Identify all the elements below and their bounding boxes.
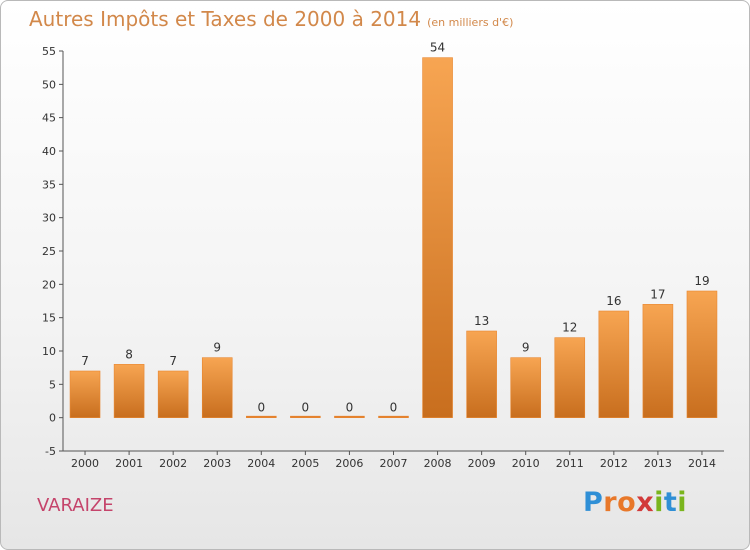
- bar: [246, 415, 277, 418]
- data-label: 12: [562, 321, 577, 335]
- x-tick-label: 2012: [600, 457, 628, 470]
- bar: [422, 57, 453, 418]
- x-tick-label: 2011: [556, 457, 584, 470]
- y-tick-label: 45: [42, 112, 56, 125]
- data-label: 0: [302, 401, 310, 415]
- bar: [157, 370, 189, 418]
- data-label: 0: [346, 401, 354, 415]
- x-tick-label: 2014: [688, 457, 716, 470]
- x-tick-label: 2009: [468, 457, 496, 470]
- x-tick-label: 2005: [291, 457, 319, 470]
- y-tick-label: 55: [42, 45, 56, 58]
- x-tick-label: 2001: [115, 457, 143, 470]
- x-tick-label: 2000: [71, 457, 99, 470]
- data-label: 19: [694, 274, 709, 288]
- data-label: 9: [522, 341, 530, 355]
- bar: [290, 415, 321, 418]
- logo-letter: i: [654, 487, 664, 518]
- data-label: 13: [474, 314, 489, 328]
- x-tick-label: 2008: [424, 457, 452, 470]
- data-label: 17: [650, 287, 665, 301]
- data-label: 8: [125, 347, 133, 361]
- bar: [686, 290, 718, 418]
- bar: [201, 357, 233, 418]
- y-tick-label: 10: [42, 345, 56, 358]
- x-tick-label: 2010: [512, 457, 540, 470]
- bar: [69, 370, 101, 418]
- data-label: 9: [213, 341, 221, 355]
- y-tick-label: 25: [42, 245, 56, 258]
- chart-subtitle: (en milliers d'€): [427, 16, 514, 29]
- logo-letter: i: [677, 487, 688, 518]
- y-tick-label: -5: [45, 445, 56, 458]
- logo-letter: x: [636, 487, 655, 518]
- x-tick-label: 2002: [159, 457, 187, 470]
- y-tick-label: 15: [42, 312, 56, 325]
- y-tick-label: 20: [42, 278, 56, 291]
- bar: [510, 357, 541, 418]
- y-tick-label: 40: [42, 145, 56, 158]
- data-label: 7: [81, 354, 89, 368]
- x-tick-label: 2003: [203, 457, 231, 470]
- bar: [378, 415, 409, 418]
- logo-letter: P: [583, 487, 604, 518]
- bar: [334, 415, 365, 418]
- bar: [554, 337, 586, 418]
- y-tick-label: 35: [42, 178, 56, 191]
- data-label: 16: [606, 294, 621, 308]
- bar: [466, 330, 497, 418]
- location-name: VARAIZE: [37, 495, 114, 516]
- x-tick-label: 2013: [644, 457, 672, 470]
- logo-letter: r: [603, 487, 618, 518]
- logo-letter: o: [617, 487, 637, 518]
- y-tick-label: 30: [42, 212, 56, 225]
- chart-title-text: Autres Impôts et Taxes de 2000 à 2014: [29, 7, 422, 31]
- bar: [598, 310, 630, 418]
- x-tick-label: 2006: [335, 457, 363, 470]
- x-tick-label: 2004: [247, 457, 275, 470]
- data-label: 7: [169, 354, 177, 368]
- data-label: 0: [257, 401, 265, 415]
- logo-letter: t: [663, 487, 678, 518]
- y-tick-label: 5: [49, 378, 56, 391]
- x-tick-label: 2007: [380, 457, 408, 470]
- y-tick-label: 50: [42, 78, 56, 91]
- y-tick-label: 0: [49, 412, 56, 425]
- chart-title: Autres Impôts et Taxes de 2000 à 2014 (en…: [29, 7, 513, 31]
- proxiti-logo: Proxiti: [583, 487, 687, 518]
- data-label: 0: [390, 401, 398, 415]
- data-label: 54: [430, 41, 445, 55]
- bar: [642, 304, 674, 418]
- bar: [113, 364, 145, 418]
